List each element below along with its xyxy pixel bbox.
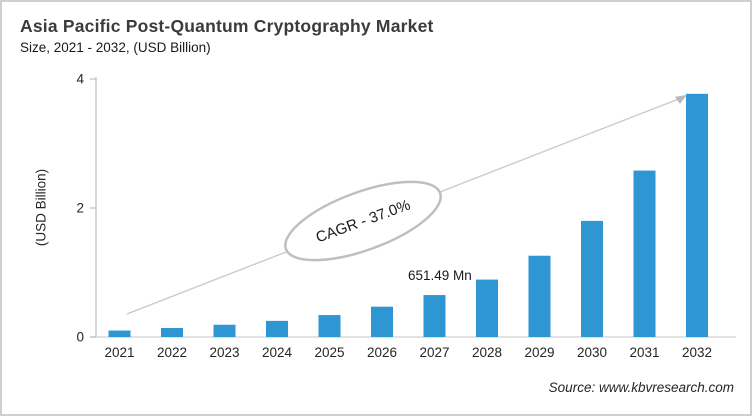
chart-title: Asia Pacific Post-Quantum Cryptography M… <box>20 16 434 36</box>
x-axis-label-2026: 2026 <box>367 345 397 360</box>
x-axis-label-2030: 2030 <box>577 345 607 360</box>
bar-2023 <box>213 324 236 337</box>
bar-2021 <box>108 330 131 337</box>
bar-2028 <box>476 279 498 337</box>
x-axis-label-2022: 2022 <box>157 345 187 360</box>
x-axis-label-2028: 2028 <box>472 345 502 360</box>
x-axis-label-2025: 2025 <box>314 345 344 360</box>
x-axis-label-2031: 2031 <box>629 345 659 360</box>
bar-2024 <box>266 320 288 337</box>
trend-arrow-head <box>675 94 687 104</box>
x-axis-label-2027: 2027 <box>419 345 449 360</box>
bar-2032 <box>686 93 708 338</box>
y-axis-tick-label: 0 <box>76 330 84 345</box>
y-axis-tick-label: 2 <box>76 201 84 216</box>
x-axis-label-2032: 2032 <box>682 345 712 360</box>
x-axis-label-2029: 2029 <box>524 345 554 360</box>
chart-subtitle: Size, 2021 - 2032, (USD Billion) <box>20 40 211 55</box>
bar-2022 <box>161 327 183 337</box>
cagr-ellipse <box>284 180 442 262</box>
bar-2026 <box>371 306 393 337</box>
x-axis-label-2021: 2021 <box>104 345 134 360</box>
source-attribution: Source: www.kbvresearch.com <box>548 380 734 395</box>
bar-value-label-2027: 651.49 Mn <box>408 268 472 283</box>
bar-2029 <box>528 255 551 337</box>
x-axis-label-2023: 2023 <box>209 345 239 360</box>
y-axis-tick-label: 4 <box>76 72 84 87</box>
bar-2031 <box>633 170 656 337</box>
bar-2025 <box>318 315 341 337</box>
x-axis-label-2024: 2024 <box>262 345 293 360</box>
bar-2030 <box>581 220 603 337</box>
bar-2027 <box>423 295 446 337</box>
